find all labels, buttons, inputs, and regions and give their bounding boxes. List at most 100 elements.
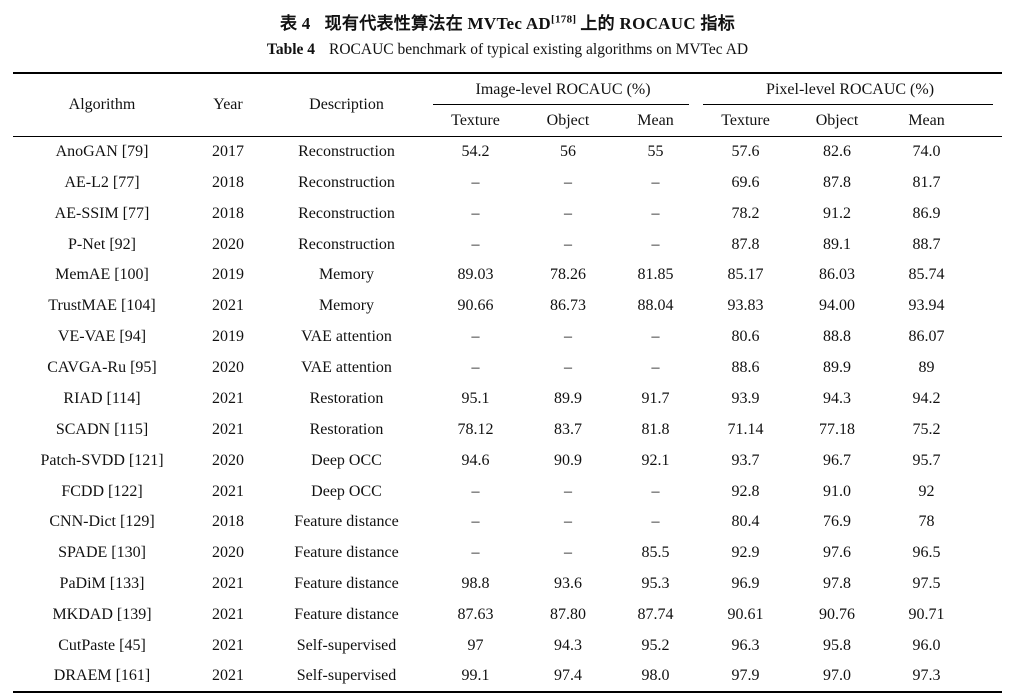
cell-description: Self-supervised [296,636,397,654]
cell-description: VAE attention [301,328,392,346]
cell-image-object: – [564,359,572,377]
cell-pixel-mean: 96.5 [912,544,941,562]
cell-image-object: 83.7 [554,420,582,438]
cell-image-object: 87.80 [550,606,586,624]
subheader-image-texture: Texture [428,105,523,137]
cell-pixel-object: 97.8 [823,575,852,593]
cell-pixel-mean: 97.5 [912,575,941,593]
cell-image-texture: 97 [467,636,484,654]
subheader-pixel-texture: Texture [698,105,794,137]
cell-year: 2020 [212,451,244,469]
table-caption-zh: 表 4 现有代表性算法在 MVTec AD[178] 上的 ROCAUC 指标 [0,0,1015,34]
cell-pixel-object: 89.1 [823,235,852,253]
cell-image-mean: – [651,235,660,253]
cell-image-mean: 87.74 [637,606,674,624]
cell-pixel-object: 76.9 [823,513,852,531]
cell-algorithm: AE-L2 [77] [64,173,140,191]
cell-image-mean: 88.04 [637,297,674,315]
cell-image-mean: 81.8 [641,420,670,438]
cell-image-object: – [564,482,572,500]
subheader-pixel-mean: Mean [881,105,1003,137]
cell-pixel-object: 82.6 [823,143,852,161]
cell-image-object: – [564,328,572,346]
cell-image-texture: – [471,235,480,253]
cell-description: Deep OCC [311,482,382,500]
rocauc-benchmark-table: Algorithm Year Description Image-level R… [13,72,1003,694]
cell-image-mean: – [651,359,660,377]
cell-pixel-object: 88.8 [823,328,852,346]
cell-image-object: 89.9 [554,389,582,407]
cell-image-texture: 87.63 [457,606,494,624]
cell-pixel-mean: 90.71 [908,606,945,624]
cell-year: 2021 [212,575,244,593]
cell-algorithm: SPADE [130] [58,544,146,562]
cell-year: 2020 [212,544,244,562]
cell-image-mean: 55 [647,143,664,161]
cell-pixel-texture: 92.9 [731,544,760,562]
cell-algorithm: DRAEM [161] [53,667,151,685]
cell-image-object: 94.3 [554,636,582,654]
table-row: RIAD [114] 2021 Restoration 95.1 89.9 91… [13,384,1002,415]
table-caption-en: Table 4 ROCAUC benchmark of typical exist… [0,41,1015,59]
table-number-zh: 表 4 [279,14,311,33]
cell-image-texture: 94.6 [461,451,490,469]
cell-image-texture: 99.1 [461,667,490,685]
caption-text-en: ROCAUC benchmark of typical existing alg… [329,41,749,58]
cell-image-texture: 54.2 [461,143,490,161]
cell-pixel-object: 94.3 [823,389,852,407]
cell-pixel-object: 91.0 [823,482,852,500]
cell-image-mean: 85.5 [641,544,670,562]
cell-pixel-mean: 74.0 [912,143,941,161]
cell-image-mean: 92.1 [641,451,670,469]
cell-year: 2018 [212,513,244,531]
table-row: DRAEM [161] 2021 Self-supervised 99.1 97… [13,661,1002,692]
cell-algorithm: P-Net [92] [68,235,136,253]
cell-image-mean: 81.85 [637,266,674,284]
cell-year: 2021 [212,482,244,500]
cell-pixel-texture: 92.8 [731,482,760,500]
group-header-image-level: Image-level ROCAUC (%) [428,73,698,105]
cell-year: 2021 [212,667,244,685]
subheader-image-mean: Mean [613,105,699,137]
cell-pixel-object: 97.6 [823,544,852,562]
cell-year: 2019 [212,266,244,284]
caption-text-zh: 现有代表性算法在 MVTec AD [324,14,552,33]
cell-pixel-object: 87.8 [823,173,852,191]
citation-superscript: [178] [551,13,577,26]
cell-image-object: 56 [560,143,576,161]
cell-pixel-texture: 93.83 [727,297,764,315]
cell-image-texture: 78.12 [457,420,494,438]
cell-pixel-texture: 96.9 [731,575,760,593]
cell-description: Reconstruction [298,204,395,222]
table-row: CNN-Dict [129] 2018 Feature distance – –… [13,507,1002,538]
cell-pixel-texture: 80.4 [731,513,760,531]
cell-pixel-object: 94.00 [819,297,856,315]
cell-pixel-texture: 69.6 [731,173,760,191]
cell-image-object: 90.9 [554,451,582,469]
cell-pixel-object: 89.9 [823,359,852,377]
table-row: MKDAD [139] 2021 Feature distance 87.63 … [13,600,1002,631]
cell-description: Feature distance [294,513,399,531]
cell-pixel-texture: 90.61 [727,606,764,624]
cell-year: 2021 [212,297,244,315]
cell-pixel-mean: 94.2 [912,389,941,407]
cell-algorithm: VE-VAE [94] [57,328,147,346]
cell-pixel-mean: 75.2 [912,420,941,438]
cell-image-texture: – [471,513,480,531]
cell-pixel-texture: 57.6 [731,143,760,161]
cell-pixel-texture: 80.6 [731,328,760,346]
table-row: AE-SSIM [77] 2018 Reconstruction – – – 7… [13,198,1002,229]
cell-pixel-texture: 93.9 [731,389,760,407]
cell-image-object: – [564,544,572,562]
cell-image-object: 97.4 [554,667,582,685]
col-header-description: Description [265,73,428,137]
cell-image-texture: 98.8 [461,575,490,593]
cell-algorithm: RIAD [114] [63,389,141,407]
cell-pixel-texture: 71.14 [727,420,764,438]
col-header-year: Year [191,73,265,137]
cell-pixel-object: 97.0 [823,667,852,685]
cell-image-mean: 91.7 [641,389,670,407]
cell-pixel-mean: 93.94 [908,297,945,315]
cell-image-mean: – [651,204,660,222]
